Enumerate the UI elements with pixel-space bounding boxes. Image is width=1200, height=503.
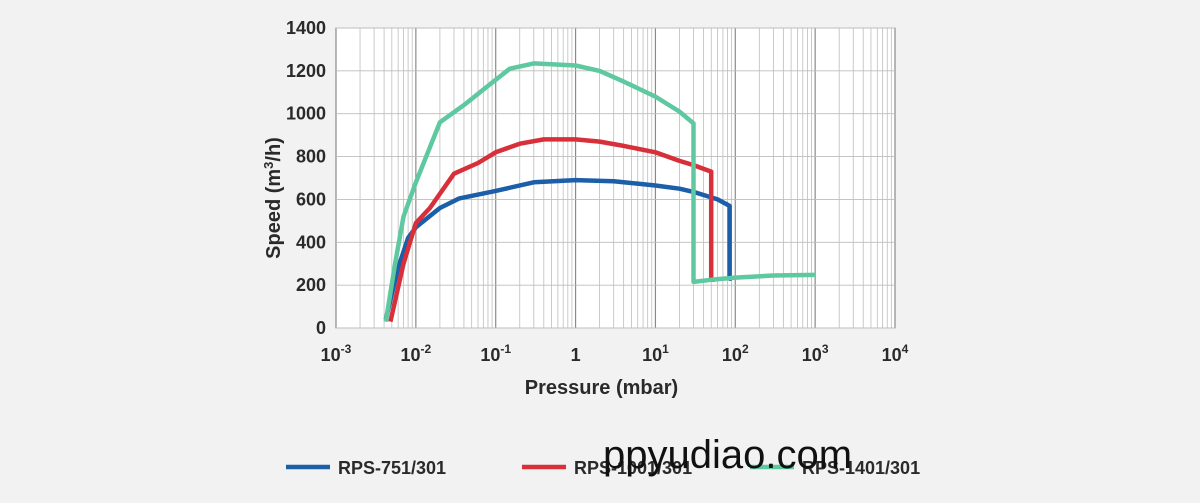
y-tick-label: 400 — [296, 232, 326, 252]
x-tick-label: 101 — [642, 342, 669, 365]
series-lines — [383, 61, 816, 323]
y-tick-label: 800 — [296, 147, 326, 167]
y-tick-label: 1000 — [286, 104, 326, 124]
legend-label: RPS-751/301 — [338, 458, 446, 478]
y-axis-title: Speed (m3/h) — [261, 137, 285, 259]
y-tick-label: 0 — [316, 318, 326, 338]
legend-label: RPS-1401/301 — [802, 458, 920, 478]
x-axis-title: Pressure (mbar) — [525, 377, 678, 399]
x-tick-label: 10-1 — [480, 342, 511, 365]
axes: 0 200 400 600 800 1000 1200 1400 10-3 10-2 10-1 1 10… — [261, 18, 909, 399]
x-tick-label: 103 — [802, 342, 829, 365]
legend-label: RPS-1001/301 — [574, 458, 692, 478]
watermark-text: ppyudiao.com — [603, 433, 852, 477]
x-tick-label: 1 — [571, 345, 581, 365]
legend: RPS-751/301 RPS-1001/301 RPS-1401/301 — [286, 458, 920, 478]
y-tick-label: 1400 — [286, 18, 326, 38]
y-tick-label: 1200 — [286, 61, 326, 81]
y-tick-label: 600 — [296, 189, 326, 209]
x-tick-label: 10-2 — [401, 342, 432, 365]
series-line — [383, 61, 816, 322]
x-tick-label: 102 — [722, 342, 749, 365]
y-tick-label: 200 — [296, 275, 326, 295]
series-line — [388, 137, 715, 323]
x-tick-label: 104 — [882, 342, 909, 365]
x-tick-label: 10-3 — [321, 342, 352, 365]
